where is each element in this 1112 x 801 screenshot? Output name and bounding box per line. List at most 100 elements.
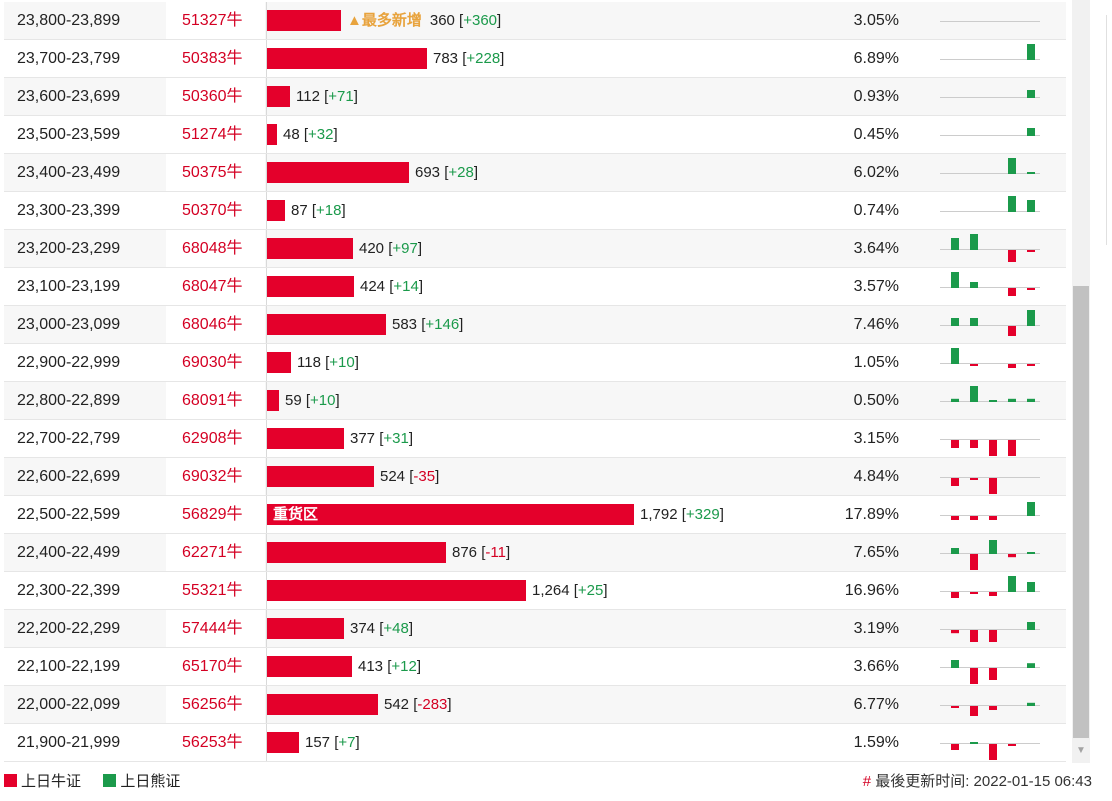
- legend: 上日牛证 上日熊证: [4, 772, 180, 792]
- price-range: 22,300-22,399: [17, 582, 121, 599]
- sparkline-bar: [1027, 552, 1035, 554]
- quantity-count: 377: [350, 430, 376, 447]
- quantity-change: +12: [391, 658, 417, 675]
- cbbc-code-link[interactable]: 68047牛: [166, 268, 265, 305]
- heavy-zone-label: 重货区: [273, 506, 319, 523]
- quantity-count: 157: [305, 734, 331, 751]
- sparkline-bar: [970, 630, 978, 642]
- sparkline-bar: [989, 540, 997, 554]
- sparkline-bar: [970, 554, 978, 570]
- price-range: 23,100-23,199: [17, 278, 121, 295]
- cbbc-code-link[interactable]: 50360牛: [166, 78, 265, 115]
- percentage: 0.93%: [853, 88, 899, 105]
- quantity-change: +228: [466, 50, 501, 67]
- sparkline-bar: [1008, 326, 1016, 336]
- sparkline-bar: [1008, 288, 1016, 296]
- bar-cell: 重货区 1,792 [+329]: [266, 496, 807, 533]
- quantity-text: ▲最多新增 360 [+360]: [347, 12, 502, 29]
- cbbc-code-link[interactable]: 51274牛: [166, 116, 265, 153]
- cbbc-code-link[interactable]: 56253牛: [166, 724, 265, 761]
- quantity-change: +25: [577, 582, 604, 599]
- cbbc-code-link[interactable]: 50375牛: [166, 154, 265, 191]
- cbbc-code-link[interactable]: 68048牛: [166, 230, 265, 267]
- cbbc-code-link[interactable]: 68091牛: [166, 382, 265, 419]
- cbbc-code-link[interactable]: 69032牛: [166, 458, 265, 495]
- price-range: 22,400-22,499: [17, 544, 121, 561]
- percentage: 3.05%: [853, 12, 899, 29]
- table-row: 22,200-22,299 57444牛 374 [+48] 3.19%: [4, 610, 1066, 648]
- table-row: 22,100-22,199 65170牛 413 [+12] 3.66%: [4, 648, 1066, 686]
- table-row: 22,400-22,499 62271牛 876 [-11] 7.65%: [4, 534, 1066, 572]
- table-row: 23,800-23,899 51327牛 ▲最多新增 360 [+360] 3.05%: [4, 2, 1066, 40]
- percentage: 1.59%: [853, 734, 899, 751]
- bar-cell: 59 [+10]: [266, 382, 807, 419]
- quantity-bar: [267, 10, 341, 31]
- sparkline-bar: [951, 348, 959, 364]
- cbbc-code-link[interactable]: 51327牛: [166, 2, 265, 39]
- percentage: 6.77%: [853, 696, 899, 713]
- sparkline-bar: [951, 398, 959, 402]
- sparkline-bar: [1027, 364, 1035, 366]
- sparkline-bar: [1008, 250, 1016, 262]
- quantity-change: +71: [328, 88, 354, 105]
- table-row: 21,900-21,999 56253牛 157 [+7] 1.59%: [4, 724, 1066, 762]
- bar-cell: 424 [+14]: [266, 268, 807, 305]
- cbbc-code-link[interactable]: 56829牛: [166, 496, 265, 533]
- sparkline-bar: [951, 318, 959, 326]
- scrollbar-thumb[interactable]: [1073, 286, 1089, 738]
- cbbc-code-link[interactable]: 50383牛: [166, 40, 265, 77]
- legend-bear-label: 上日熊证: [120, 773, 181, 790]
- sparkline-bar: [1027, 502, 1035, 516]
- quantity-count: 48: [283, 126, 300, 143]
- price-range: 23,000-23,099: [17, 316, 121, 333]
- bar-cell: 118 [+10]: [266, 344, 807, 381]
- percentage: 3.19%: [853, 620, 899, 637]
- cbbc-code-link[interactable]: 62271牛: [166, 534, 265, 571]
- quantity-count: 87: [291, 202, 308, 219]
- cbbc-code-link[interactable]: 62908牛: [166, 420, 265, 457]
- trend-sparkline: [940, 742, 1040, 760]
- cbbc-code-link[interactable]: 50370牛: [166, 192, 265, 229]
- cbbc-code-link[interactable]: 68046牛: [166, 306, 265, 343]
- table-row: 23,200-23,299 68048牛 420 [+97] 3.64%: [4, 230, 1066, 268]
- bull-swatch: [4, 774, 17, 787]
- cbbc-code-link[interactable]: 57444牛: [166, 610, 265, 647]
- price-range: 22,200-22,299: [17, 620, 121, 637]
- percentage: 4.84%: [853, 468, 899, 485]
- sparkline-bar: [970, 478, 978, 480]
- quantity-bar: [267, 276, 354, 297]
- quantity-change: +97: [392, 240, 418, 257]
- most-new-badge: ▲最多新增: [347, 12, 422, 29]
- sparkline-bar: [1027, 172, 1035, 174]
- cbbc-code-link[interactable]: 55321牛: [166, 572, 265, 609]
- percentage: 7.65%: [853, 544, 899, 561]
- cbbc-code-link[interactable]: 65170牛: [166, 648, 265, 685]
- quantity-count: 59: [285, 392, 302, 409]
- percentage: 0.74%: [853, 202, 899, 219]
- quantity-change: +28: [448, 164, 474, 181]
- scroll-down-arrow-icon[interactable]: ▼: [1076, 745, 1086, 756]
- sparkline-bar: [970, 386, 978, 402]
- trend-sparkline: [940, 158, 1040, 174]
- quantity-count: 542: [384, 696, 410, 713]
- price-range: 23,600-23,699: [17, 88, 121, 105]
- cbbc-code-link[interactable]: 56256牛: [166, 686, 265, 723]
- trend-sparkline: [940, 44, 1040, 60]
- sparkline-bar: [1027, 663, 1035, 668]
- price-range: 23,300-23,399: [17, 202, 121, 219]
- quantity-change: +18: [316, 202, 342, 219]
- cbbc-code-link[interactable]: 69030牛: [166, 344, 265, 381]
- table-row: 23,100-23,199 68047牛 424 [+14] 3.57%: [4, 268, 1066, 306]
- percentage: 16.96%: [844, 582, 899, 599]
- quantity-text: 542 [-283]: [384, 696, 452, 713]
- table-row: 22,800-22,899 68091牛 59 [+10] 0.50%: [4, 382, 1066, 420]
- trend-sparkline: [940, 540, 1040, 570]
- sparkline-bar: [1027, 398, 1035, 402]
- quantity-bar: [267, 200, 285, 221]
- quantity-bar: [267, 694, 378, 715]
- cbbc-distribution-table: 23,800-23,899 51327牛 ▲最多新增 360 [+360] 3.05% 2…: [4, 2, 1066, 762]
- sparkline-bar: [970, 440, 978, 448]
- bar-cell: 413 [+12]: [266, 648, 807, 685]
- quantity-count: 112: [296, 88, 320, 105]
- percentage: 6.89%: [853, 50, 899, 67]
